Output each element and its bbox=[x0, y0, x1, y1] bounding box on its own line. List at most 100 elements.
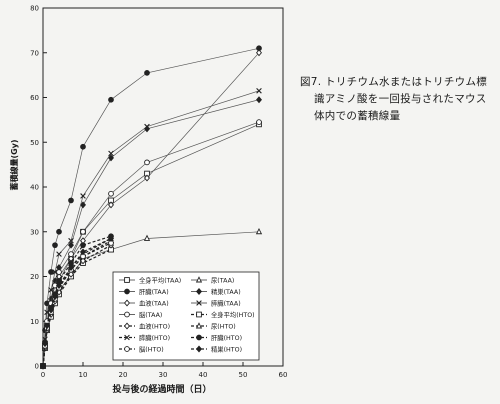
data-point bbox=[108, 190, 114, 197]
data-point bbox=[80, 201, 86, 209]
data-point bbox=[80, 193, 86, 199]
data-point bbox=[68, 264, 74, 272]
legend-item: 脳(HTO) bbox=[119, 345, 164, 354]
legend-label: 尿(TAA) bbox=[211, 277, 234, 285]
legend-marker bbox=[124, 311, 130, 318]
data-point bbox=[255, 227, 263, 235]
legend-item: 膵臓(HTO) bbox=[119, 333, 170, 342]
legend-label: 脳(HTO) bbox=[139, 345, 164, 354]
data-point bbox=[144, 174, 150, 182]
data-point bbox=[48, 269, 54, 275]
data-point bbox=[68, 237, 74, 244]
caption-line-3: 体内での蓄積線量 bbox=[314, 110, 401, 122]
figure-caption: 図7. トリチウム水またはトリチウム標 識アミノ酸を一回投与されたマウス 体内で… bbox=[300, 74, 496, 125]
legend-item: 精巣(HTO) bbox=[191, 345, 242, 354]
data-point bbox=[80, 242, 86, 249]
data-point bbox=[256, 96, 262, 104]
legend-label: 膵臓(HTO) bbox=[139, 333, 170, 342]
x-tick-label: 0 bbox=[41, 371, 45, 379]
legend-box bbox=[112, 271, 260, 361]
chart-legend: 全身平均(TAA) 尿(TAA) 肝臓(TAA) 精巣(TAA) 血液(TAA) 膵臓(T… bbox=[112, 271, 260, 361]
data-point bbox=[48, 306, 54, 314]
legend-item: 尿(TAA) bbox=[191, 276, 234, 285]
y-tick-label: 60 bbox=[30, 94, 39, 102]
legend-label: 精巣(HTO) bbox=[211, 345, 242, 354]
data-point bbox=[143, 234, 151, 241]
series-group bbox=[40, 234, 114, 370]
data-point bbox=[52, 269, 58, 275]
legend-item: 膵臓(TAA) bbox=[191, 299, 241, 308]
legend-item: 精巣(TAA) bbox=[191, 287, 241, 296]
x-tick-label: 10 bbox=[79, 371, 88, 379]
legend-marker bbox=[196, 300, 202, 306]
legend-label: 全身平均(TAA) bbox=[139, 276, 181, 285]
legend-item: 全身平均(TAA) bbox=[119, 276, 181, 285]
y-tick-label: 30 bbox=[30, 228, 39, 236]
x-tick-label: 30 bbox=[159, 371, 168, 379]
data-point bbox=[108, 150, 114, 157]
x-tick-label: 20 bbox=[119, 371, 128, 379]
x-tick-label: 40 bbox=[199, 371, 208, 379]
legend-label: 膵臓(TAA) bbox=[211, 299, 241, 308]
data-point bbox=[80, 143, 86, 150]
legend-marker bbox=[196, 334, 202, 341]
legend-item: 肝臓(HTO) bbox=[191, 333, 242, 342]
legend-label: 脳(TAA) bbox=[139, 310, 162, 319]
y-tick-label: 0 bbox=[35, 363, 39, 371]
data-point bbox=[256, 119, 262, 125]
legend-marker bbox=[124, 346, 130, 352]
legend-marker bbox=[195, 322, 203, 329]
legend-marker bbox=[124, 334, 130, 341]
data-point bbox=[256, 87, 262, 94]
data-point bbox=[108, 234, 114, 242]
y-tick-label: 50 bbox=[30, 139, 39, 147]
data-point bbox=[256, 49, 262, 57]
legend-marker bbox=[124, 299, 130, 307]
legend-marker bbox=[196, 288, 202, 295]
y-tick-label: 20 bbox=[30, 273, 39, 281]
legend-label: 肝臓(TAA) bbox=[139, 287, 169, 296]
legend-item: 血液(TAA) bbox=[119, 299, 169, 308]
legend-marker bbox=[124, 288, 130, 295]
x-axis-label: 投与後の経過時間（日） bbox=[112, 383, 211, 395]
data-point bbox=[52, 293, 58, 301]
legend-label: 全身平均(HTO) bbox=[211, 310, 255, 319]
data-point bbox=[108, 96, 114, 103]
legend-label: 精巣(TAA) bbox=[211, 287, 241, 296]
legend-item: 脳(TAA) bbox=[119, 310, 162, 319]
legend-item: 尿(HTO) bbox=[191, 322, 236, 331]
legend-item: 血液(HTO) bbox=[119, 322, 170, 331]
legend-marker bbox=[195, 276, 203, 283]
data-point bbox=[108, 201, 114, 209]
legend-item: 肝臓(TAA) bbox=[119, 287, 169, 296]
legend-marker bbox=[124, 322, 130, 330]
x-tick-label: 50 bbox=[239, 371, 248, 379]
data-point bbox=[80, 248, 86, 256]
legend-label: 血液(TAA) bbox=[139, 299, 169, 308]
data-point bbox=[56, 269, 62, 275]
legend-label: 肝臓(HTO) bbox=[211, 333, 242, 342]
data-point bbox=[68, 197, 74, 204]
data-point bbox=[56, 228, 62, 235]
data-point bbox=[44, 322, 50, 330]
x-tick-label: 60 bbox=[279, 371, 288, 379]
y-tick-label: 70 bbox=[30, 49, 39, 57]
data-point bbox=[40, 362, 46, 370]
caption-line-2: 識アミノ酸を一回投与されたマウス bbox=[314, 93, 487, 105]
data-point bbox=[42, 340, 48, 348]
data-point bbox=[68, 251, 74, 257]
data-point bbox=[68, 241, 74, 249]
data-point bbox=[48, 287, 54, 293]
legend-marker bbox=[196, 311, 202, 318]
legend-label: 血液(HTO) bbox=[139, 322, 170, 331]
legend-marker bbox=[124, 277, 130, 283]
legend-item: 全身平均(HTO) bbox=[191, 310, 255, 319]
data-point bbox=[144, 159, 150, 166]
data-point bbox=[144, 123, 150, 130]
y-tick-label: 80 bbox=[30, 5, 39, 13]
data-point bbox=[80, 228, 86, 235]
series-line bbox=[42, 249, 112, 367]
chart-series bbox=[39, 45, 263, 370]
data-point bbox=[68, 270, 74, 278]
